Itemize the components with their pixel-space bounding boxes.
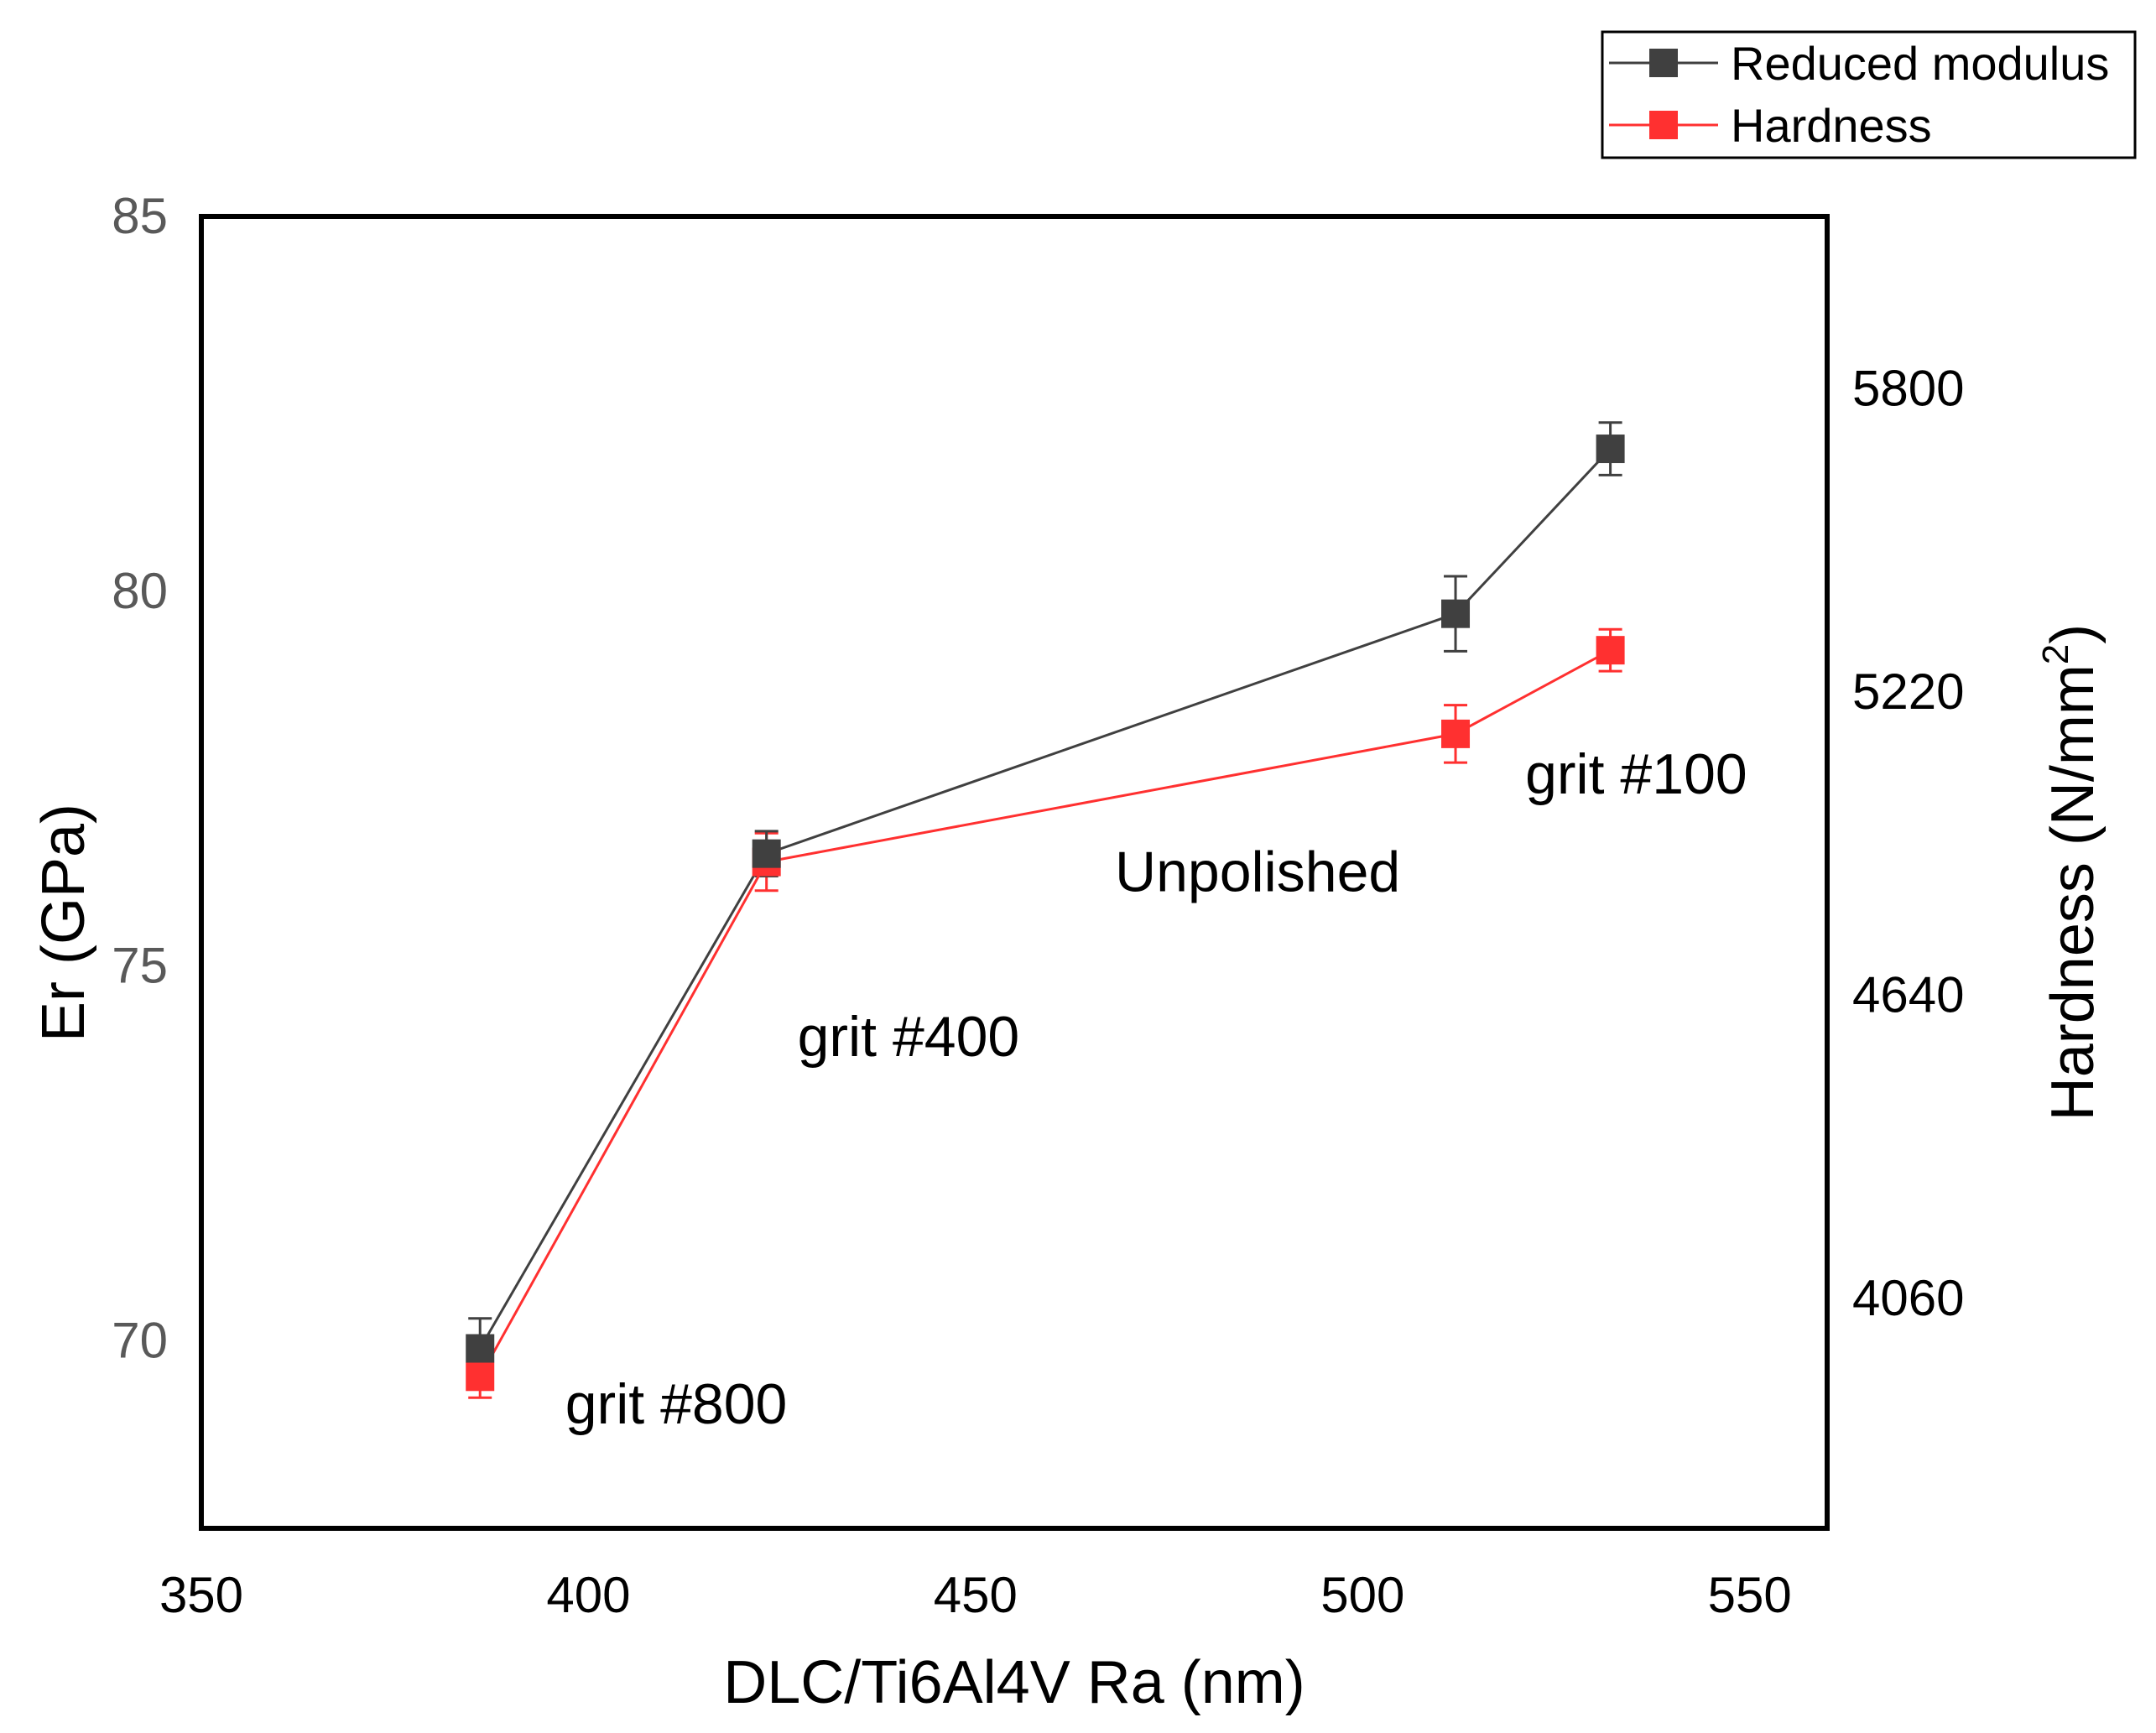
- legend-marker: [1649, 49, 1678, 77]
- tick-labels: 350 400 450 500 550 70 75 80 85 4060 4640 5220 5800: [112, 188, 1964, 1623]
- x-tick-label: 350: [159, 1567, 243, 1623]
- y-tick-label-right: 5800: [1852, 361, 1964, 417]
- y-tick-label-left: 80: [112, 563, 168, 619]
- error-bars: [468, 421, 1622, 1399]
- data-point-reduced-modulus: [1596, 435, 1625, 464]
- x-tick-label: 500: [1320, 1567, 1404, 1623]
- data-point-reduced-modulus: [752, 839, 781, 868]
- series-markers: [466, 435, 1625, 1392]
- series-line-reduced-modulus: [478, 448, 1612, 1350]
- legend: Reduced modulus Hardness: [1601, 30, 2137, 159]
- y-tick-label-left: 75: [112, 938, 168, 994]
- y-tick-label-left: 85: [112, 188, 168, 244]
- data-point-hardness: [1441, 719, 1471, 748]
- x-tick-label: 450: [934, 1567, 1018, 1623]
- x-axis-label: DLC/Ti6Al4V Ra (nm): [723, 1649, 1305, 1716]
- data-point-reduced-modulus: [466, 1334, 495, 1363]
- annotation: Unpolished: [1115, 840, 1400, 903]
- y-tick-label-left: 70: [112, 1313, 168, 1369]
- series-line-hardness: [478, 648, 1612, 1378]
- y-axis-label-right-sup: 2: [2035, 644, 2076, 664]
- legend-entry: Reduced modulus: [1731, 37, 2109, 90]
- y-axis-label-right-prefix: Hardness (N/mm: [2039, 664, 2107, 1121]
- annotations: grit #800 grit #400 Unpolished grit #100: [565, 742, 1747, 1436]
- data-point-hardness: [1596, 636, 1625, 665]
- annotation: grit #800: [565, 1372, 788, 1436]
- data-point-hardness: [466, 1362, 495, 1392]
- x-tick-label: 550: [1708, 1567, 1792, 1623]
- y-tick-label-right: 4060: [1852, 1270, 1964, 1326]
- y-axis-label-left: Er (GPa): [30, 804, 97, 1042]
- plot-frame: [199, 214, 1830, 1531]
- annotation: grit #100: [1525, 742, 1747, 806]
- x-tick-label: 400: [546, 1567, 630, 1623]
- series-lines: [478, 448, 1612, 1378]
- legend-marker: [1649, 111, 1678, 139]
- legend-entry: Hardness: [1731, 99, 1932, 152]
- y-tick-label-right: 4640: [1852, 966, 1964, 1023]
- annotation: grit #400: [798, 1005, 1020, 1069]
- legend-box: [1601, 30, 2137, 159]
- y-tick-label-right: 5220: [1852, 664, 1964, 720]
- y-axis-label-right: Hardness (N/mm2): [2035, 624, 2107, 1122]
- data-point-reduced-modulus: [1441, 599, 1471, 628]
- y-axis-label-right-suffix: ): [2039, 624, 2107, 644]
